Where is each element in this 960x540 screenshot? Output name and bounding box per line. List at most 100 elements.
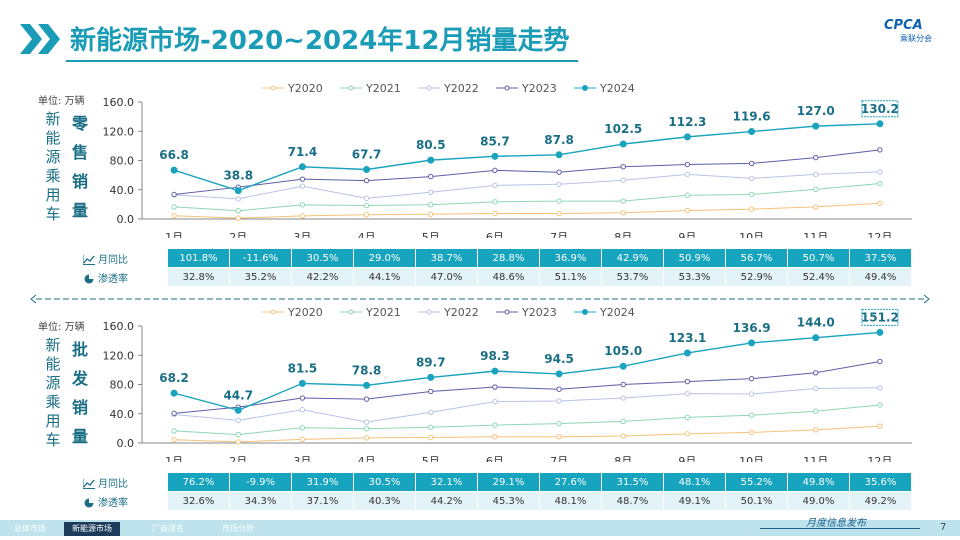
footer-tab[interactable]: 总体市场 xyxy=(14,524,46,533)
data-point xyxy=(556,210,562,217)
data-point xyxy=(299,213,306,219)
data-point xyxy=(363,195,370,202)
footer-tab[interactable]: 市场分析 xyxy=(222,524,254,533)
data-point xyxy=(171,410,177,417)
yoy-cell: 29.0% xyxy=(353,248,416,268)
side-label-bold-char: 量 xyxy=(71,201,88,220)
data-point xyxy=(299,424,306,431)
data-point xyxy=(556,181,562,187)
x-tick-label: 10月 xyxy=(739,455,764,462)
data-point xyxy=(363,177,370,184)
yoy-label: 月同比 xyxy=(78,248,168,268)
data-point xyxy=(748,175,755,182)
x-tick-label: 12月 xyxy=(867,231,892,238)
legend-marker xyxy=(270,309,276,315)
side-label-bold-char: 销 xyxy=(71,398,88,417)
side-label-char: 乘 xyxy=(45,393,61,411)
retail-stats-table: 月同比 101.8% -11.6% 30.5% 29.0% 38.7% 28.8% 36.9%… xyxy=(78,248,912,287)
data-point xyxy=(492,182,498,189)
data-label: 136.9 xyxy=(733,321,771,335)
penetration-row: 渗透率 32.8% 35.2% 42.2% 44.1% 47.0% 48.6% 51.1% 53… xyxy=(78,267,912,287)
yoy-cell: 37.5% xyxy=(849,248,912,268)
legend-marker xyxy=(582,309,588,315)
unit-label-retail: 单位: 万辆 xyxy=(38,96,85,107)
data-point xyxy=(813,186,819,193)
data-point xyxy=(619,362,627,370)
yoy-cell: 28.8% xyxy=(477,248,540,268)
title-bar: 新能源市场-2020~2024年12月销量走势 CPCA 乘联分会 xyxy=(0,0,960,66)
title-underline xyxy=(66,60,578,62)
yoy-cell: 35.6% xyxy=(849,472,912,492)
footer-tab[interactable]: 新能源市场 xyxy=(64,522,120,536)
data-point xyxy=(363,396,370,402)
yoy-cell: 101.8% xyxy=(167,248,230,268)
data-point xyxy=(234,406,242,414)
data-point xyxy=(235,439,241,445)
data-point xyxy=(620,210,626,216)
chevron-right-icon xyxy=(20,24,60,54)
data-point xyxy=(428,189,434,196)
data-label: 127.0 xyxy=(797,104,835,118)
data-label: 144.0 xyxy=(797,316,835,330)
x-tick-label: 4月 xyxy=(358,455,376,462)
data-label: 94.5 xyxy=(544,352,574,366)
data-point xyxy=(171,204,177,210)
series-line xyxy=(174,149,880,195)
unit-label-wholesale: 单位: 万辆 xyxy=(38,322,85,333)
penetration-cell: 52.4% xyxy=(787,267,850,287)
data-point xyxy=(235,215,241,221)
penetration-cell: 49.1% xyxy=(663,491,726,511)
data-point xyxy=(813,408,819,414)
x-tick-label: 9月 xyxy=(678,455,696,462)
legend-label: Y2020 xyxy=(287,306,323,319)
penetration-cell: 49.2% xyxy=(849,491,912,511)
x-tick-label: 7月 xyxy=(550,455,568,462)
legend-marker xyxy=(270,85,276,91)
yoy-cell: 76.2% xyxy=(167,472,230,492)
data-point xyxy=(235,196,241,202)
data-point xyxy=(299,183,306,189)
side-label-char: 新 xyxy=(45,336,61,354)
data-point xyxy=(876,328,884,336)
x-tick-label: 12月 xyxy=(867,455,892,462)
legend-label: Y2023 xyxy=(521,306,557,319)
retail-line-chart: 0.0 40.0 80.0 120.0 160.0 1月 2月 3月 4月 5月 6月 7月 8月 9月 1… xyxy=(103,82,912,238)
data-label: 44.7 xyxy=(223,388,253,402)
footer-tab[interactable]: 厂商排名 xyxy=(152,524,184,533)
y-tick-label: 160.0 xyxy=(103,96,135,109)
series-line xyxy=(173,331,880,412)
yoy-label: 月同比 xyxy=(78,472,168,492)
penetration-cell: 53.3% xyxy=(663,267,726,287)
data-point xyxy=(363,435,370,441)
x-tick-label: 5月 xyxy=(422,455,440,462)
data-point xyxy=(235,417,241,424)
x-tick-label: 2月 xyxy=(229,231,247,238)
data-point xyxy=(620,418,626,425)
data-point xyxy=(428,424,434,430)
data-point xyxy=(813,154,819,161)
x-tick-label: 8月 xyxy=(614,231,632,238)
data-point xyxy=(748,128,756,136)
logo-subtitle: 乘联分会 xyxy=(900,34,932,43)
data-point xyxy=(876,120,884,128)
data-point xyxy=(877,402,883,408)
y-tick-label: 0.0 xyxy=(117,213,135,226)
penetration-cell: 40.3% xyxy=(353,491,416,511)
data-point xyxy=(748,339,756,347)
series-line xyxy=(174,183,880,212)
yoy-cell: 48.1% xyxy=(663,472,726,492)
x-tick-label: 6月 xyxy=(486,455,504,462)
data-point xyxy=(363,419,370,425)
yoy-cell: 31.9% xyxy=(291,472,354,492)
yoy-cell: 36.9% xyxy=(539,248,602,268)
legend-item: Y2023 xyxy=(496,306,557,319)
legend-label: Y2022 xyxy=(443,82,479,95)
yoy-cell: -11.6% xyxy=(229,248,292,268)
data-point xyxy=(620,198,626,204)
legend-label: Y2022 xyxy=(443,306,479,319)
legend-item: Y2020 xyxy=(262,306,323,319)
side-label-char: 车 xyxy=(45,431,61,449)
data-point xyxy=(620,395,626,401)
legend-label: Y2021 xyxy=(365,82,401,95)
data-point xyxy=(813,385,819,392)
